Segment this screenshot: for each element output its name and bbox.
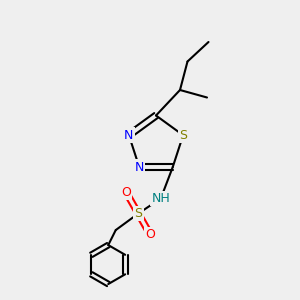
Text: N: N	[135, 160, 144, 174]
Text: S: S	[179, 129, 187, 142]
Text: N: N	[124, 129, 134, 142]
Text: O: O	[145, 228, 155, 241]
Text: NH: NH	[152, 192, 170, 205]
Text: O: O	[121, 186, 131, 199]
Text: S: S	[134, 207, 142, 220]
